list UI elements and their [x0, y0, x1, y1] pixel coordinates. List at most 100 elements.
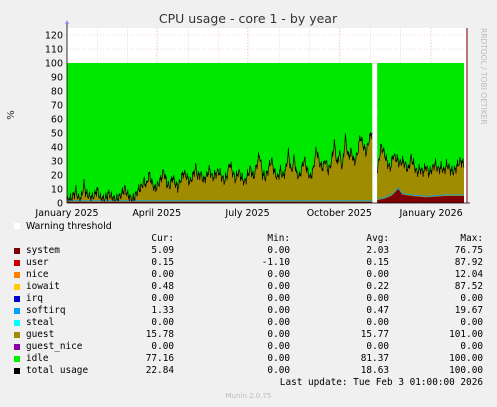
y-tick-label: 50 — [51, 129, 63, 140]
y-tick-label: 40 — [51, 143, 63, 154]
legend-swatch — [14, 368, 20, 374]
legend-swatch — [14, 272, 20, 278]
legend-cur: 5.09 — [151, 245, 174, 256]
legend-cur: 15.78 — [145, 329, 174, 340]
x-tick-label: April 2025 — [132, 208, 181, 219]
legend-swatch — [14, 356, 20, 362]
legend-name: softirq — [26, 305, 66, 316]
legend-name: idle — [26, 353, 49, 364]
y-tick-label: 90 — [51, 73, 63, 84]
plot-area: 0 10 20 30 40 50 60 70 80 90 100 110 120 January 2025… — [34, 20, 470, 219]
legend-avg: 2.03 — [366, 245, 389, 256]
legend-cur: 0.00 — [151, 341, 174, 352]
munin-version: Munin 2.0.75 — [225, 392, 272, 400]
legend-name: nice — [26, 269, 49, 280]
last-update: Last update: Tue Feb 3 01:00:00 2026 — [279, 377, 483, 388]
legend-max: 76.75 — [454, 245, 483, 256]
legend-swatch — [14, 332, 20, 338]
total-usage-line — [376, 143, 465, 178]
legend-max: 101.00 — [449, 329, 483, 340]
legend-swatch — [14, 344, 20, 350]
legend-row-guest: guest 15.78 0.00 15.77 101.00 — [12, 329, 492, 341]
legend-row-irq: irq 0.00 0.00 0.00 0.00 — [12, 293, 492, 305]
legend-min: 0.00 — [267, 305, 290, 316]
legend-header: Cur: Min: Avg: Max: — [12, 233, 492, 245]
legend-avg: 15.77 — [360, 329, 389, 340]
legend-avg: 0.00 — [366, 317, 389, 328]
y-tick-label: 70 — [51, 101, 63, 112]
legend-swatch — [14, 296, 20, 302]
legend-table: Cur: Min: Avg: Max: system 5.09 0.00 2.03 76… — [12, 233, 492, 377]
legend-avg: 0.22 — [366, 281, 389, 292]
legend-swatch — [14, 284, 20, 290]
legend-avg: 0.47 — [366, 305, 389, 316]
legend-avg: 81.37 — [360, 353, 389, 364]
legend-min: 0.00 — [267, 281, 290, 292]
y-tick-label: 10 — [51, 185, 63, 196]
legend-max: 12.04 — [454, 269, 483, 280]
legend-name: user — [26, 257, 49, 268]
legend-min: 0.00 — [267, 329, 290, 340]
y-axis-arrow — [65, 20, 69, 24]
system-area — [377, 189, 465, 203]
legend-row-guest-nice: guest_nice 0.00 0.00 0.00 0.00 — [12, 341, 492, 353]
legend-max: 0.00 — [460, 317, 483, 328]
legend-max: 87.92 — [454, 257, 483, 268]
legend-max: 87.52 — [454, 281, 483, 292]
softirq-line — [377, 187, 464, 200]
legend-cur: 0.48 — [151, 281, 174, 292]
legend-cur: 0.00 — [151, 269, 174, 280]
col-max: Max: — [460, 233, 483, 244]
legend-avg: 18.63 — [360, 365, 389, 376]
x-tick-label: January 2025 — [34, 208, 98, 219]
y-tick-label: 0 — [57, 199, 63, 210]
warning-threshold-legend: Warning threshold — [12, 221, 112, 233]
warning-label: Warning threshold — [26, 221, 112, 232]
legend-cur: 0.00 — [151, 293, 174, 304]
y-tick-label: 20 — [51, 171, 63, 182]
legend-avg: 0.00 — [366, 341, 389, 352]
legend-row-softirq: softirq 1.33 0.00 0.47 19.67 — [12, 305, 492, 317]
x-tick-label: October 2025 — [307, 208, 372, 219]
warning-swatch — [14, 223, 20, 229]
legend-row-iowait: iowait 0.48 0.00 0.22 87.52 — [12, 281, 492, 293]
legend-max: 100.00 — [449, 365, 483, 376]
legend-avg: 0.00 — [366, 293, 389, 304]
y-axis-label: % — [6, 110, 17, 120]
x-tick-label: July 2025 — [224, 208, 269, 219]
legend-name: guest — [26, 329, 55, 340]
legend-max: 0.00 — [460, 341, 483, 352]
cpu-usage-chart: CPU usage - core 1 - by year % 0 10 20 30 40… — [6, 11, 470, 219]
legend-cur: 1.33 — [151, 305, 174, 316]
y-tick-label: 60 — [51, 115, 63, 126]
legend-max: 19.67 — [454, 305, 483, 316]
legend-cur: 0.00 — [151, 317, 174, 328]
legend-name: guest_nice — [26, 341, 83, 352]
chart-title: CPU usage - core 1 - by year — [159, 11, 338, 26]
legend-row-idle: idle 77.16 0.00 81.37 100.00 — [12, 353, 492, 365]
total-usage-line — [66, 132, 373, 202]
legend-name: irq — [26, 293, 43, 304]
legend-swatch — [14, 320, 20, 326]
legend-row-system: system 5.09 0.00 2.03 76.75 — [12, 245, 492, 257]
legend-min: 0.00 — [267, 317, 290, 328]
legend-min: 0.00 — [267, 353, 290, 364]
legend-max: 100.00 — [449, 353, 483, 364]
y-tick-label: 120 — [45, 31, 63, 42]
x-tick-label: January 2026 — [398, 208, 462, 219]
legend-min: -1.10 — [261, 257, 290, 268]
legend-swatch — [14, 308, 20, 314]
legend-cur: 22.84 — [145, 365, 174, 376]
legend-name: steal — [26, 317, 55, 328]
legend-swatch — [14, 260, 20, 266]
legend-swatch — [14, 248, 20, 254]
legend-row-user: user 0.15 -1.10 0.15 87.92 — [12, 257, 492, 269]
y-tick-label: 30 — [51, 157, 63, 168]
y-tick-label: 80 — [51, 87, 63, 98]
y-tick-label: 100 — [45, 59, 63, 70]
legend-row-steal: steal 0.00 0.00 0.00 0.00 — [12, 317, 492, 329]
legend-min: 0.00 — [267, 269, 290, 280]
legend-row-nice: nice 0.00 0.00 0.00 12.04 — [12, 269, 492, 281]
legend-min: 0.00 — [267, 293, 290, 304]
